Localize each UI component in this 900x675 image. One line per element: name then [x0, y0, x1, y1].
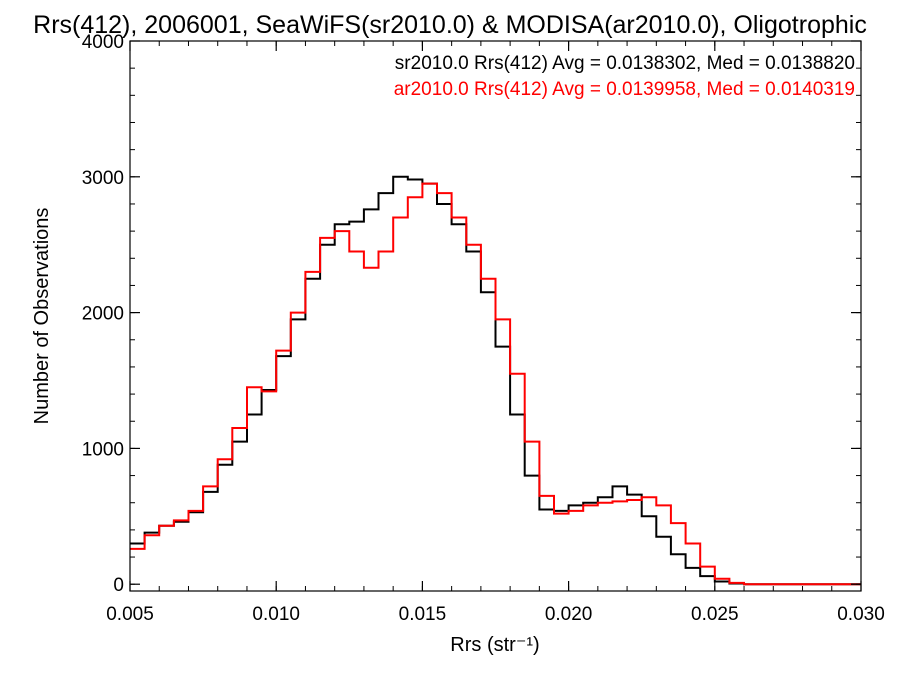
y-tick-label: 0 — [113, 575, 124, 596]
x-tick-label: 0.020 — [545, 604, 593, 625]
axes-layer: 0.005 0.010 0.015 0.020 0.025 0.030 0 1000 2000 3… — [82, 32, 885, 625]
y-axis-label: Number of Observations — [31, 208, 53, 425]
x-tick-label: 0.030 — [837, 604, 885, 625]
series-layer — [130, 175, 861, 586]
y-tick-label: 3000 — [82, 168, 124, 189]
legend-entry-ar2010: ar2010.0 Rrs(412) Avg = 0.0139958, Med =… — [394, 79, 855, 100]
x-tick-label: 0.005 — [106, 604, 154, 625]
chart-title: Rrs(412), 2006001, SeaWiFS(sr2010.0) & M… — [33, 11, 867, 39]
y-tick-label: 4000 — [82, 32, 124, 53]
x-tick-label: 0.015 — [399, 604, 447, 625]
x-tick-label: 0.025 — [691, 604, 739, 625]
plot-frame — [129, 40, 862, 592]
series-line-0 — [130, 175, 861, 586]
legend-entry-sr2010: sr2010.0 Rrs(412) Avg = 0.0138302, Med =… — [395, 53, 855, 74]
x-axis-label: Rrs (str⁻¹) — [450, 634, 539, 656]
y-tick-label: 1000 — [82, 439, 124, 460]
y-tick-label: 2000 — [82, 304, 124, 325]
x-tick-label: 0.010 — [252, 604, 300, 625]
series-line-1 — [130, 182, 861, 586]
